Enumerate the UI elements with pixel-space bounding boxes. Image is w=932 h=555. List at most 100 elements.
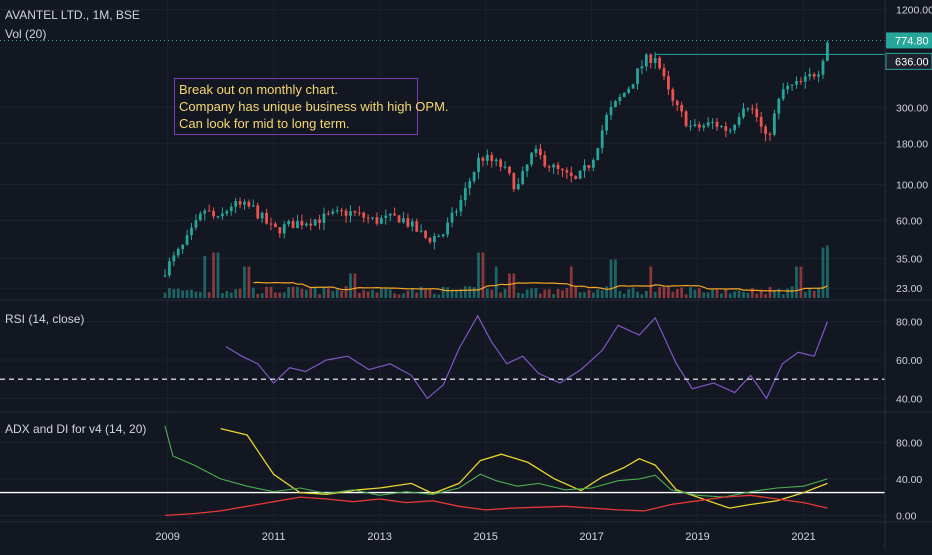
price-pane[interactable] <box>0 39 885 298</box>
candle-body <box>499 159 502 167</box>
volume-bar <box>291 286 295 298</box>
volume-bar <box>322 286 326 298</box>
candle-body <box>583 165 586 171</box>
volume-bar <box>234 289 238 298</box>
candle-body <box>380 217 383 224</box>
rsi-pane[interactable] <box>0 314 885 400</box>
volume-bar <box>662 287 666 298</box>
candle-body <box>397 215 401 223</box>
volume-bar <box>799 266 803 298</box>
candle-body <box>565 170 569 173</box>
rsi-title: RSI (14, close) <box>5 312 84 326</box>
candle-body <box>371 217 374 219</box>
candle-body <box>693 124 697 126</box>
price-axis-ticks: 23.00 35.00 60.00 100.00 180.00 300.00 1200.00 <box>896 5 932 296</box>
candle-body <box>600 130 604 149</box>
volume-bar <box>587 289 591 298</box>
volume-bar <box>424 289 427 298</box>
candle-body <box>733 124 737 131</box>
symbol-title: AVANTEL LTD., 1M, BSE <box>5 8 140 22</box>
candle-body <box>702 125 706 128</box>
volume-bar <box>790 286 794 298</box>
annotation-note[interactable]: Break out on monthly chart. Company has … <box>174 78 449 135</box>
candle-body <box>777 98 781 114</box>
candle-body <box>662 68 666 77</box>
volume-bar <box>181 290 185 298</box>
candle-body <box>256 205 260 219</box>
candle-body <box>817 74 820 77</box>
volume-bar <box>481 252 485 298</box>
volume-bar <box>419 286 423 298</box>
volume-bar <box>565 287 569 298</box>
volume-bar <box>260 293 264 298</box>
volume-bar <box>455 290 458 298</box>
volume-bar <box>578 292 582 298</box>
volume-bar <box>366 291 370 298</box>
volume-bar <box>583 292 586 298</box>
candle-body <box>706 122 710 126</box>
volume-bar <box>702 292 706 298</box>
volume-bar <box>552 294 555 298</box>
candle-body <box>521 171 525 185</box>
volume-bar <box>198 291 202 298</box>
candle-body <box>569 172 573 177</box>
volume-bar <box>755 293 759 298</box>
candle-body <box>468 181 472 189</box>
price-tick-label: 35.00 <box>896 254 922 266</box>
candle-body <box>746 108 750 110</box>
volume-bar <box>600 290 604 298</box>
time-axis-ticks: 2009 2011 2013 2015 2017 2019 2021 <box>155 531 815 543</box>
volume-bar <box>812 290 816 298</box>
volume-bar <box>591 292 595 298</box>
volume-bar <box>494 266 498 298</box>
candle-body <box>525 164 529 172</box>
candle-body <box>538 148 542 156</box>
candle-body <box>552 164 555 168</box>
volume-bar <box>574 286 578 298</box>
candle-body <box>790 84 794 86</box>
volume-bar <box>371 289 374 298</box>
candle-body <box>221 213 224 217</box>
time-tick-label: 2011 <box>262 531 286 543</box>
candle-body <box>216 216 220 218</box>
breakout-level-line <box>654 53 885 58</box>
candle-body <box>684 111 688 127</box>
price-tick-label: 100.00 <box>896 180 928 192</box>
volume-bar <box>335 289 339 298</box>
candle-body <box>225 211 229 214</box>
adx-pane[interactable] <box>0 425 885 517</box>
volume-bar <box>282 292 286 298</box>
volume-bar <box>388 289 392 298</box>
candle-body <box>781 89 785 99</box>
adx-tick-label: 0.00 <box>896 510 917 522</box>
candle-body <box>265 212 268 224</box>
volume-bar <box>468 286 472 298</box>
volume-bar <box>256 293 260 298</box>
candle-body <box>773 113 776 135</box>
candle-body <box>335 210 339 212</box>
candle-body <box>530 152 533 165</box>
volume-bar <box>750 287 754 298</box>
candle-body <box>455 211 458 213</box>
volume-bar <box>353 273 357 298</box>
candle-body <box>243 201 246 205</box>
candle-body <box>618 96 622 101</box>
volume-bar <box>446 287 450 298</box>
candle-body <box>614 100 617 108</box>
volume-bar <box>525 289 529 298</box>
candle-body <box>234 201 238 207</box>
volume-bar <box>768 286 772 298</box>
candle-body <box>366 217 370 219</box>
price-tick-label: 180.00 <box>896 138 928 150</box>
volume-bar <box>516 292 520 298</box>
candle-body <box>658 57 661 69</box>
candle-body <box>728 130 732 132</box>
volume-bar <box>212 252 215 298</box>
candle-body <box>309 223 313 226</box>
volume-bar <box>349 273 352 298</box>
candle-body <box>516 184 520 190</box>
volume-bar <box>375 292 379 298</box>
volume-bar <box>764 294 767 298</box>
